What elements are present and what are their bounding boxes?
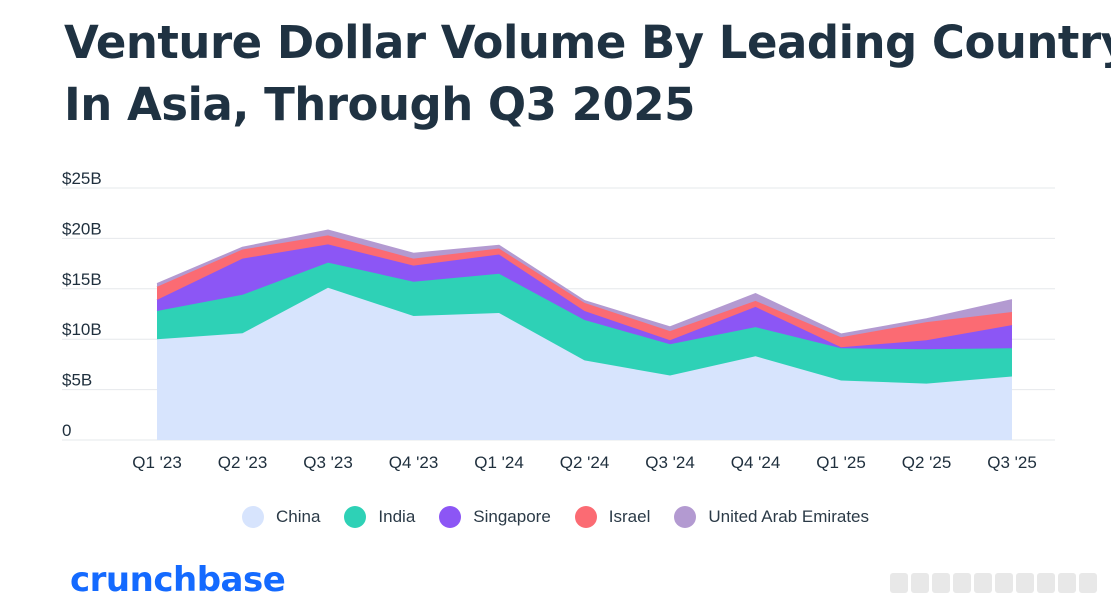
area-china [157,287,1012,440]
x-tick-label: Q1 '24 [474,453,524,472]
x-tick-label: Q2 '25 [902,453,952,472]
legend-swatch [674,506,697,528]
legend-label: China [275,507,321,526]
y-tick-label: 0 [62,421,71,440]
y-tick-label: $10B [62,320,102,339]
legend-label: India [378,507,416,526]
legend-label: Singapore [473,507,551,526]
x-tick-label: Q4 '24 [731,453,781,472]
y-tick-label: $15B [62,270,102,289]
legend-swatch [241,506,264,528]
legend-item: China [241,506,321,528]
crunchbase-logo: crunchbase [70,560,286,600]
legend-item: Israel [574,506,651,528]
area-india [157,262,1012,384]
x-tick-label: Q1 '23 [132,453,182,472]
legend-swatch [574,506,597,528]
watermark [890,573,1097,593]
x-tick-label: Q3 '25 [987,453,1037,472]
x-tick-label: Q2 '23 [218,453,268,472]
chart-title-line-2: In Asia, Through Q3 2025 [64,78,695,131]
legend-swatch [439,506,462,528]
chart-title: Venture Dollar Volume By Leading Country… [64,12,1111,136]
x-tick-label: Q2 '24 [560,453,610,472]
chart-legend: China India Singapore Israel United Arab Emi… [0,506,1111,528]
x-tick-label: Q3 '24 [645,453,695,472]
y-tick-label: $20B [62,219,102,238]
x-tick-label: Q4 '23 [389,453,439,472]
legend-label: Israel [608,507,651,526]
x-tick-label: Q3 '23 [303,453,353,472]
legend-swatch [344,506,367,528]
area-edge-united-arab-emirates [156,229,1013,335]
legend-item: Singapore [439,506,551,528]
legend-item: India [344,506,415,528]
y-tick-label: $25B [62,169,102,188]
y-tick-label: $5B [62,371,92,390]
area-singapore [157,244,1012,350]
legend-item: United Arab Emirates [674,506,869,528]
x-tick-label: Q1 '25 [816,453,866,472]
legend-label: United Arab Emirates [708,507,870,526]
chart-title-line-1: Venture Dollar Volume By Leading Country [64,16,1111,69]
